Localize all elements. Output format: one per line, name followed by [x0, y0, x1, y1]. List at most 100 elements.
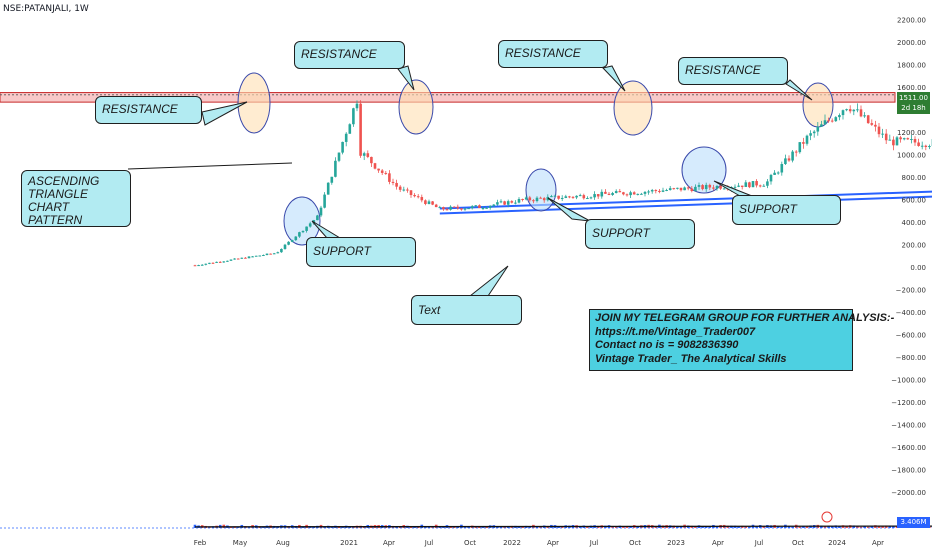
candle-body: [719, 185, 722, 189]
bar-countdown: 2d 18h: [901, 104, 926, 112]
volume-bar: [701, 526, 704, 528]
volume-bar: [694, 526, 697, 528]
axis-layer: 2200.002000.001800.001600.001400.001200.…: [194, 17, 926, 548]
candle-body: [632, 192, 636, 195]
candle-body: [276, 252, 280, 254]
candle-body: [636, 193, 640, 195]
pattern-callout[interactable]: ASCENDING TRIANGLE CHART PATTERN: [21, 170, 131, 227]
support-callout-1[interactable]: SUPPORT: [306, 237, 416, 267]
candle-body: [784, 158, 787, 165]
candle-body: [323, 194, 326, 208]
candle-body: [650, 190, 654, 192]
x-tick-label: Apr: [712, 539, 724, 547]
event-marker-icon: [821, 511, 833, 523]
candle-body: [629, 192, 632, 196]
candle-body: [416, 196, 420, 198]
candle-body: [787, 158, 791, 161]
promo-line-1: JOIN MY TELEGRAM GROUP FOR FURTHER ANALY…: [595, 312, 895, 324]
candle-body: [665, 190, 668, 192]
candle-body: [618, 191, 622, 193]
y-tick-label: 0.00: [910, 264, 926, 272]
candle-body: [737, 185, 740, 187]
candle-body: [200, 264, 204, 266]
x-tick-label: Apr: [872, 539, 884, 547]
volume-bar: [708, 526, 712, 528]
volume-bar: [503, 526, 506, 528]
candle-body: [762, 185, 766, 187]
candle-body: [427, 201, 431, 204]
candle-body: [863, 115, 866, 117]
candle-body: [791, 151, 794, 161]
resistance-callout-3[interactable]: RESISTANCE: [498, 40, 608, 68]
candle-body: [488, 205, 492, 208]
volume-bar: [748, 526, 751, 528]
candle-body: [424, 200, 427, 204]
candle-body: [578, 195, 582, 197]
candle-body: [492, 204, 496, 206]
text-note-callout[interactable]: Text: [411, 295, 522, 325]
volume-bar: [798, 526, 802, 528]
candle-body: [222, 261, 226, 263]
candle-body: [316, 215, 319, 221]
candle-body: [924, 145, 928, 147]
candle-body: [856, 109, 859, 111]
candle-body: [852, 109, 856, 112]
candle-body: [845, 109, 848, 111]
candle-body: [910, 139, 913, 141]
candle-body: [348, 124, 352, 134]
candle-body: [474, 205, 478, 207]
candle-body: [391, 181, 395, 183]
y-tick-label: −1200.00: [891, 399, 926, 407]
candle-body: [758, 185, 762, 187]
resistance-circle-3: [613, 80, 653, 136]
candle-body: [888, 139, 892, 141]
resistance-callout-1[interactable]: RESISTANCE: [95, 96, 202, 124]
x-tick-label: 2024: [828, 539, 846, 547]
candle-body: [384, 172, 388, 174]
candle-body: [539, 197, 542, 199]
candle-body: [874, 124, 877, 127]
candle-body: [895, 137, 899, 146]
candle-body: [510, 201, 514, 203]
candle-body: [658, 190, 661, 192]
candle-body: [600, 191, 604, 197]
y-tick-label: −1800.00: [891, 467, 926, 475]
candle-body: [848, 109, 852, 112]
candle-body: [215, 261, 218, 263]
volume-bar: [737, 526, 740, 528]
candle-body: [506, 201, 510, 205]
volume-bar: [456, 526, 460, 528]
candle-body: [827, 120, 830, 122]
callout-pointer: [602, 65, 626, 92]
x-tick-label: 2022: [503, 539, 521, 547]
callout-pointer: [468, 265, 509, 297]
candle-body: [442, 207, 445, 210]
candle-body: [240, 257, 244, 259]
candle-body: [881, 133, 884, 135]
volume-bar: [478, 526, 481, 528]
candle-body: [431, 201, 434, 205]
support-callout-3[interactable]: SUPPORT: [732, 195, 841, 225]
x-tick-label: Jul: [424, 539, 434, 547]
y-tick-label: −200.00: [896, 287, 926, 295]
candle-body: [528, 197, 532, 201]
candle-body: [686, 187, 690, 189]
candle-body: [452, 206, 456, 208]
x-tick-label: Oct: [792, 539, 804, 547]
resistance-callout-2[interactable]: RESISTANCE: [294, 41, 405, 69]
telegram-promo-box[interactable]: JOIN MY TELEGRAM GROUP FOR FURTHER ANALY…: [589, 309, 895, 371]
x-tick-label: Jul: [754, 539, 764, 547]
candle-body: [780, 164, 784, 173]
volume-bar: [557, 526, 560, 528]
support-callout-2[interactable]: SUPPORT: [585, 219, 695, 249]
candle-body: [326, 182, 330, 195]
resistance-callout-4[interactable]: RESISTANCE: [678, 57, 788, 85]
candle-body: [362, 153, 366, 156]
candle-body: [899, 137, 902, 140]
volume-bar: [859, 526, 863, 528]
candle-body: [773, 172, 776, 175]
volume-bar: [506, 526, 510, 528]
candle-body: [337, 152, 341, 161]
candle-body: [478, 205, 481, 209]
